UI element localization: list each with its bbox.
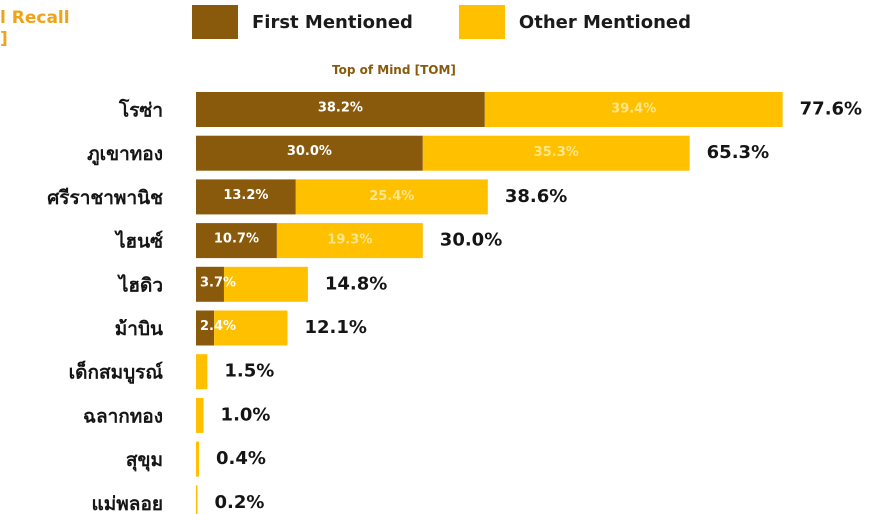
bar-first-mentioned: [196, 310, 215, 346]
total-value-label: 0.4%: [216, 448, 266, 469]
total-value-label: 38.6%: [505, 186, 567, 207]
header-title-line-1: l Recall: [0, 8, 70, 28]
category-label: สุขุม: [126, 449, 163, 472]
legend-item-other-mentioned: Other Mentioned: [458, 5, 691, 39]
category-label: ฉลากทอง: [83, 405, 163, 427]
first-mentioned-value-label: 10.7%: [214, 232, 259, 247]
first-mentioned-value-label: 2.4%: [200, 319, 236, 334]
chart-title: Top of Mind [TOM]: [332, 63, 456, 77]
bar-total: [196, 354, 208, 390]
category-label: ไฮนซ์: [114, 230, 163, 253]
category-label: เด็กสมบูรณ์: [69, 360, 164, 385]
total-value-label: 0.2%: [215, 492, 265, 513]
other-mentioned-value-label: 35.3%: [534, 145, 579, 160]
chart-header-title: l Recall ]: [0, 8, 70, 50]
category-label: ม้าบิน: [115, 318, 163, 340]
category-label: ภูเขาทอง: [87, 143, 163, 166]
first-mentioned-value-label: 38.2%: [318, 101, 363, 116]
total-value-label: 12.1%: [304, 317, 366, 338]
bar-total: [196, 397, 204, 433]
category-label: โรซ่า: [118, 99, 163, 122]
bar-other-mentioned: [295, 179, 488, 215]
other-mentioned-value-label: 25.4%: [369, 189, 414, 204]
chart-legend: First Mentioned Other Mentioned: [192, 4, 737, 40]
bar-other-mentioned: [484, 92, 783, 127]
first-mentioned-value-label: 3.7%: [200, 275, 236, 290]
bar-other-mentioned: [214, 310, 288, 346]
total-value-label: 14.8%: [325, 273, 387, 294]
bar-first-mentioned: [196, 92, 485, 127]
total-value-label: 30.0%: [440, 230, 502, 251]
category-label: ไฮดิว: [117, 273, 163, 296]
category-label: แม่พลอย: [92, 493, 163, 514]
bar-other-mentioned: [422, 135, 690, 171]
total-value-label: 1.0%: [221, 404, 271, 425]
header-title-line-2: ]: [0, 29, 8, 49]
bar-first-mentioned: [196, 135, 423, 171]
first-mentioned-value-label: 30.0%: [287, 144, 332, 159]
bar-other-mentioned: [223, 266, 308, 302]
first-mentioned-value-label: 13.2%: [223, 188, 268, 203]
other-mentioned-value-label: 39.4%: [611, 102, 656, 117]
bar-total: [196, 485, 198, 514]
bar-other-mentioned: [276, 223, 423, 259]
total-value-label: 65.3%: [707, 142, 769, 163]
bar-first-mentioned: [196, 266, 224, 302]
other-mentioned-value-label: 19.3%: [327, 233, 372, 248]
legend-swatch-first-mentioned: [192, 5, 238, 39]
category-label: ศรีราชาพานิช: [47, 187, 163, 209]
bar-first-mentioned: [196, 179, 296, 215]
bar-total: [196, 441, 200, 477]
total-value-label: 1.5%: [224, 361, 274, 382]
bar-first-mentioned: [196, 223, 277, 259]
legend-swatch-other-mentioned: [458, 5, 505, 39]
total-value-label: 77.6%: [800, 99, 862, 120]
legend-item-first-mentioned: First Mentioned: [192, 5, 413, 39]
legend-label-first-mentioned: First Mentioned: [252, 11, 413, 33]
legend-label-other-mentioned: Other Mentioned: [518, 11, 691, 33]
